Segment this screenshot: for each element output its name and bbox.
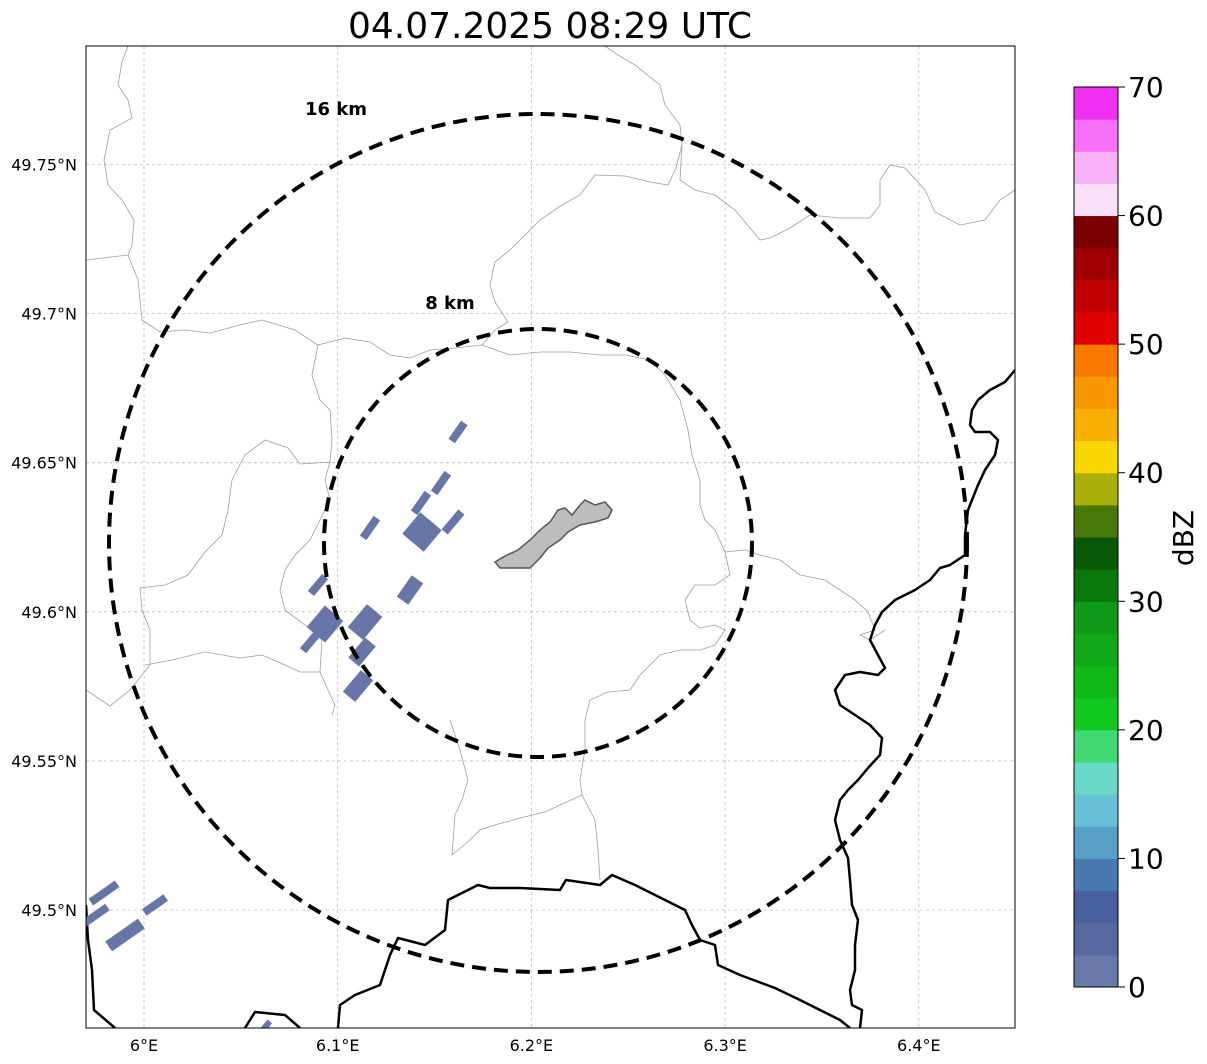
radar-echo <box>142 894 168 916</box>
colorbar-bin <box>1074 279 1118 313</box>
colorbar-outline <box>1073 86 1119 988</box>
radar-echo <box>105 918 145 952</box>
lat-tick-label: 49.75°N <box>11 156 77 175</box>
colorbar-bin <box>1074 665 1118 699</box>
colorbar-bin <box>1074 344 1118 377</box>
lat-tick-label: 49.5°N <box>21 901 77 920</box>
colorbar-bin <box>1074 119 1118 152</box>
lat-tick-label: 49.7°N <box>21 305 77 324</box>
colorbar-bin <box>1074 922 1118 956</box>
admin-boundaries <box>86 46 1015 881</box>
radar-echo <box>410 490 432 516</box>
colorbar-ticks: 0 10 20 30 40 50 60 70 <box>1118 71 1164 1004</box>
lat-tick-label: 49.6°N <box>21 603 77 622</box>
map-frame <box>85 45 1016 1029</box>
colorbar-bin <box>1074 247 1118 281</box>
colorbar-bin <box>1074 87 1118 120</box>
colorbar-bin <box>1074 729 1118 763</box>
lon-tick-label: 6.4°E <box>897 1036 941 1055</box>
national-borders <box>86 369 1015 1028</box>
colorbar-bin <box>1074 408 1118 442</box>
colorbar-bin <box>1074 633 1118 667</box>
colorbar-bin <box>1074 537 1118 570</box>
radar-echo <box>259 1019 273 1028</box>
radar-echo <box>430 470 452 496</box>
latitude-ticks: 49.5°N 49.55°N 49.6°N 49.65°N 49.7°N 49.75°N <box>11 156 77 921</box>
radar-echo <box>441 509 465 535</box>
colorbar-bin <box>1074 151 1118 184</box>
colorbar-bin <box>1074 762 1118 795</box>
radar-echoes <box>86 420 468 1028</box>
city-area-polygon <box>493 499 613 569</box>
lon-tick-label: 6.2°E <box>510 1036 554 1055</box>
radar-echo <box>342 670 374 702</box>
colorbar-bin <box>1074 826 1118 859</box>
longitude-ticks: 6°E 6.1°E 6.2°E 6.3°E 6.4°E <box>130 1036 941 1055</box>
radar-echo <box>88 880 120 906</box>
colorbar-bin <box>1074 312 1118 345</box>
range-ring-8km <box>322 327 754 759</box>
radar-echo <box>348 637 376 667</box>
colorbar-bin <box>1074 954 1118 988</box>
colorbar-tick-label: 30 <box>1128 585 1164 618</box>
radar-echo <box>347 604 383 640</box>
radar-echo <box>402 512 442 552</box>
lon-tick-label: 6°E <box>130 1036 158 1055</box>
colorbar-bin <box>1074 215 1118 249</box>
radar-echo <box>86 903 110 927</box>
colorbar-tick-label: 0 <box>1128 971 1146 1004</box>
colorbar-bin <box>1074 858 1118 892</box>
colorbar-tick-label: 60 <box>1128 200 1164 233</box>
colorbar-bin <box>1074 569 1118 602</box>
colorbar-tick-label: 20 <box>1128 714 1164 747</box>
range-ring-label-8km: 8 km <box>425 293 475 314</box>
lat-tick-label: 49.65°N <box>11 454 77 473</box>
radar-echo <box>448 420 468 444</box>
colorbar-bin <box>1074 504 1118 538</box>
radar-echo <box>359 515 381 541</box>
range-ring-label-16km: 16 km <box>305 99 367 120</box>
lon-tick-label: 6.1°E <box>316 1036 360 1055</box>
range-rings <box>107 112 969 974</box>
lat-tick-label: 49.55°N <box>11 752 77 771</box>
map-layers <box>86 46 1015 1028</box>
colorbar-bin <box>1074 376 1118 409</box>
radar-echo <box>396 575 424 605</box>
colorbar-tick-label: 70 <box>1128 71 1164 104</box>
colorbar-bin <box>1074 183 1118 217</box>
radar-echo <box>299 626 325 654</box>
colorbar-tick-label: 50 <box>1128 328 1164 361</box>
colorbar-tick-label: 10 <box>1128 842 1164 875</box>
range-ring-16km <box>107 112 969 974</box>
colorbar-bin <box>1074 890 1118 924</box>
colorbar-bin <box>1074 794 1118 827</box>
colorbar-bin <box>1074 697 1118 731</box>
colorbar-label: dBZ <box>1167 510 1200 566</box>
colorbar-bin <box>1074 472 1118 506</box>
radar-echo <box>307 574 329 596</box>
gridlines <box>86 46 1015 1028</box>
colorbar-tick-label: 40 <box>1128 457 1164 490</box>
colorbar-bin <box>1074 440 1118 474</box>
lon-tick-label: 6.3°E <box>703 1036 747 1055</box>
colorbar-bin <box>1074 601 1118 634</box>
colorbar <box>1073 86 1119 988</box>
map-title: 04.07.2025 08:29 UTC <box>348 6 752 47</box>
